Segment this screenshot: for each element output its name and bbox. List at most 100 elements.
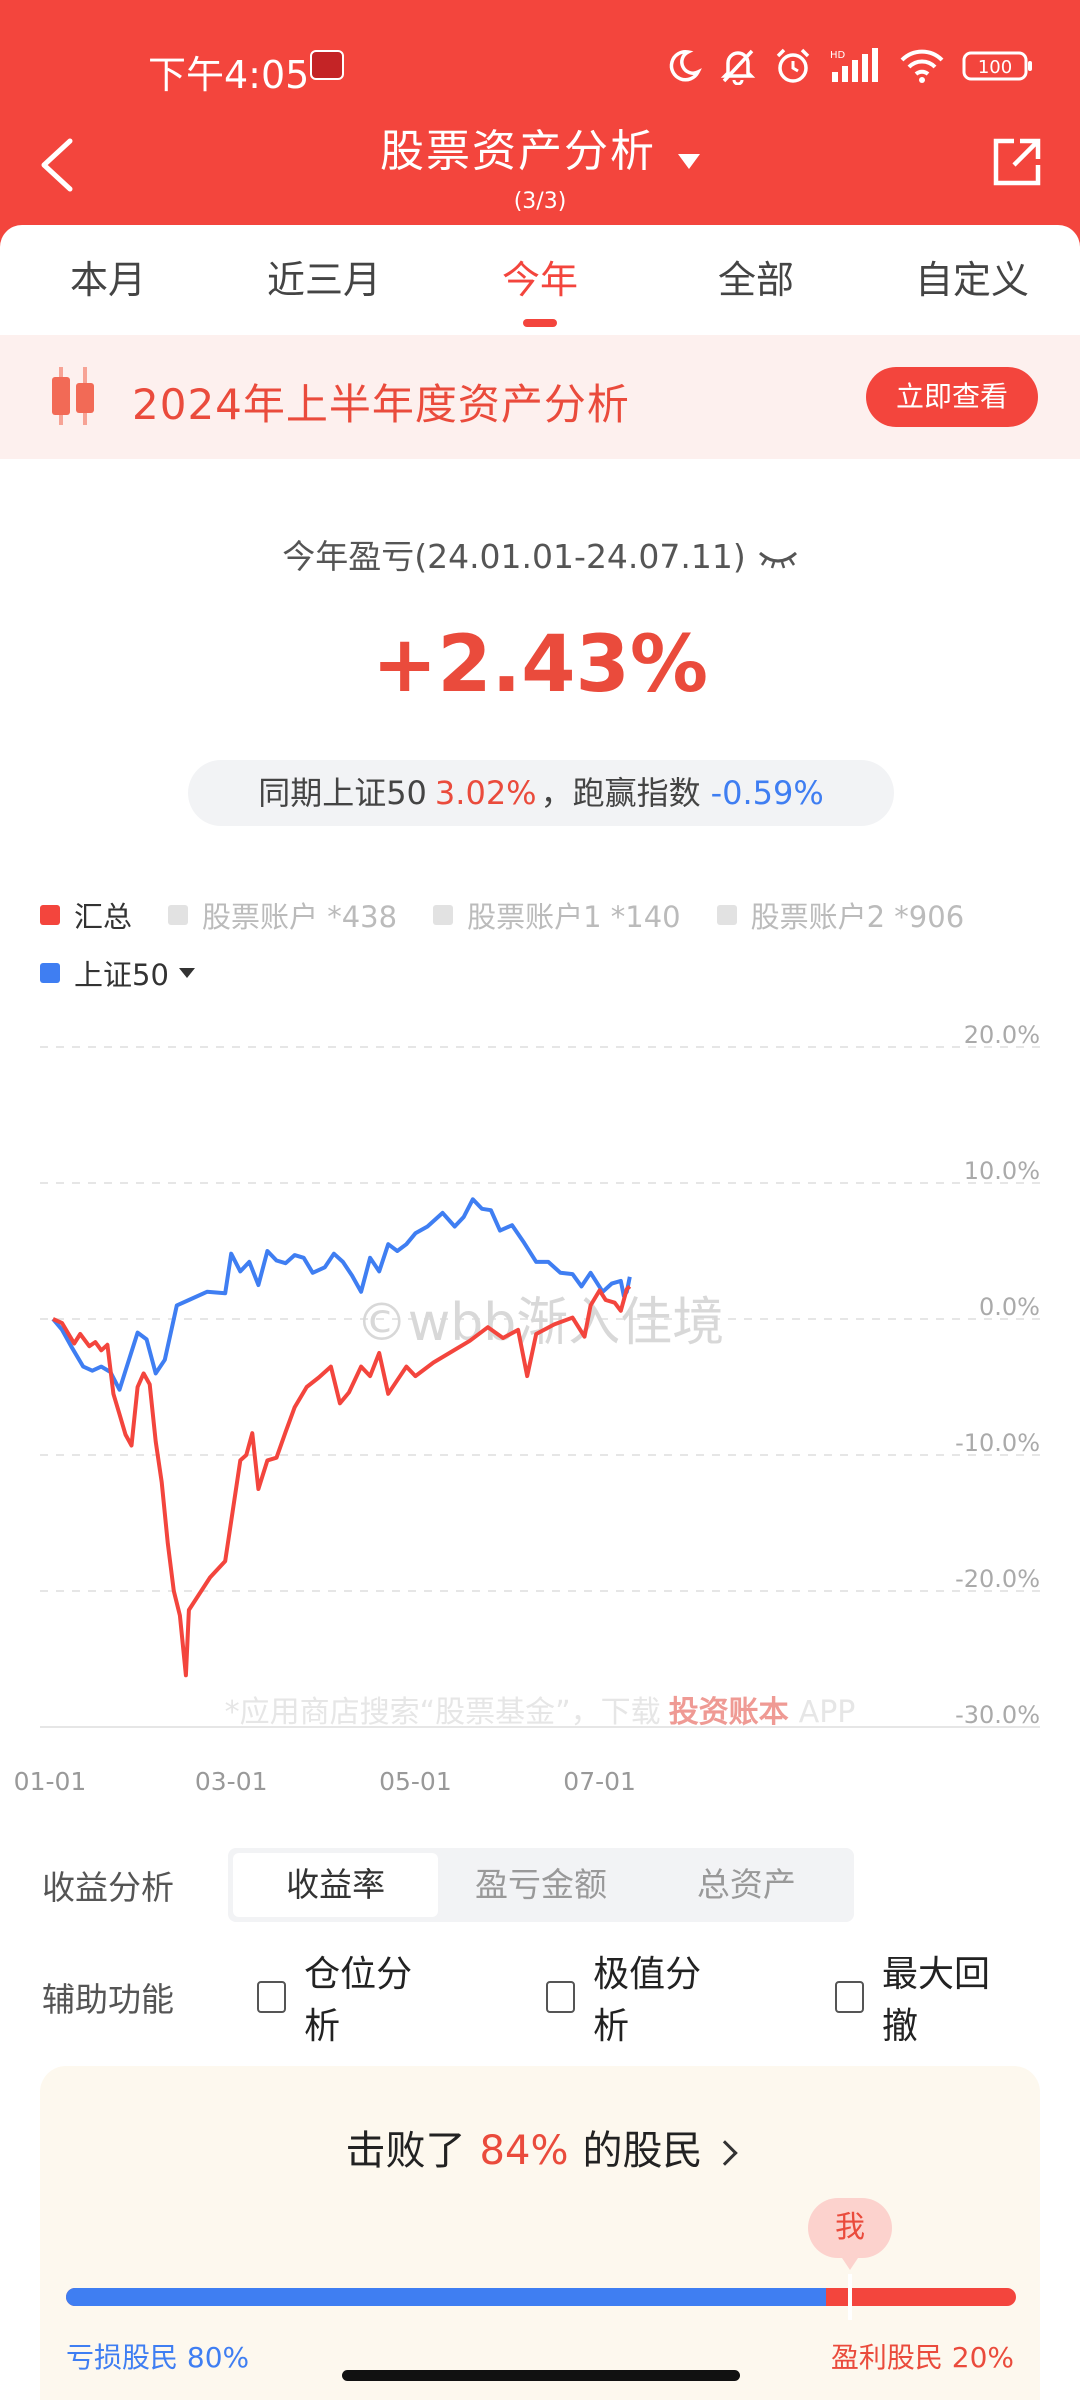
ranking-prefix: 击败了: [345, 2128, 466, 2174]
candlestick-icon: [52, 367, 94, 425]
profit-value: +2.43%: [372, 620, 708, 710]
checkbox-label: 极值分析: [593, 1954, 702, 2047]
legend-total[interactable]: 汇总: [40, 894, 132, 936]
me-position-marker: [848, 2274, 852, 2320]
checkbox-box[interactable]: [257, 1981, 287, 2013]
page-subtitle: (3/3): [513, 189, 567, 214]
max-drawdown-checkbox[interactable]: 最大回撤: [835, 1945, 1010, 2049]
checkbox-box[interactable]: [835, 1981, 864, 2013]
legend-swatch: [716, 905, 737, 925]
moon-icon: [669, 50, 702, 82]
chart-footer-note: *应用商店搜索“股票基金”，下载 投资账本 APP: [225, 1695, 856, 1730]
battery-icon: 100: [962, 51, 1032, 81]
dropdown-triangle-icon: [178, 968, 195, 978]
return-analysis-row: 收益分析 收益率 盈亏金额 总资产: [42, 1848, 854, 1922]
checkbox-label: 最大回撤: [881, 1954, 990, 2047]
title-group[interactable]: 股票资产分析 (3/3): [0, 115, 1080, 214]
tab-all[interactable]: 全部: [717, 258, 794, 302]
chart-legend: 汇总 股票账户 *438 股票账户1 *140 股票账户2 *906 上证50: [40, 893, 1050, 1009]
report-banner[interactable]: 2024年上半年度资产分析 立即查看: [0, 335, 1080, 459]
excess-return: -0.59%: [710, 774, 824, 812]
y-tick-label: 20.0%: [964, 1021, 1040, 1049]
chevron-right-icon: [712, 2140, 739, 2166]
svg-text:HD: HD: [830, 50, 846, 61]
loss-share-fill: [66, 2288, 826, 2306]
ranking-bar: [66, 2288, 1016, 2306]
y-tick-label: -20.0%: [955, 1565, 1040, 1593]
legend-label: 股票账户1 *140: [467, 900, 681, 934]
checkbox-box[interactable]: [546, 1981, 576, 2013]
tab-custom[interactable]: 自定义: [914, 258, 1029, 302]
status-time: 下午4:05: [148, 53, 310, 97]
checkbox-label: 仓位分析: [304, 1954, 413, 2047]
segment-return-rate[interactable]: 收益率: [233, 1853, 439, 1917]
back-arrow-icon[interactable]: [32, 135, 82, 195]
wifi-icon: [900, 49, 944, 83]
banner-text: 2024年上半年度资产分析: [132, 380, 630, 429]
series-line-total: [52, 1284, 632, 1678]
position-analysis-checkbox[interactable]: 仓位分析: [257, 1945, 432, 2049]
eye-closed-icon[interactable]: [758, 547, 798, 571]
compare-mid: ，跑赢指数: [540, 774, 701, 812]
y-tick-label: -30.0%: [955, 1701, 1040, 1729]
alarm-icon: [776, 48, 810, 83]
y-tick-label: 10.0%: [964, 1157, 1040, 1185]
me-marker-bubble: 我: [808, 2198, 892, 2270]
battery-level: 100: [978, 57, 1012, 78]
legend-label: 汇总: [74, 900, 133, 934]
metric-segmented-control: 收益率 盈亏金额 总资产: [228, 1848, 854, 1922]
extreme-analysis-checkbox[interactable]: 极值分析: [546, 1945, 721, 2049]
legend-swatch: [40, 963, 60, 983]
aux-functions-row: 辅助功能 仓位分析 极值分析 最大回撤: [42, 1954, 1080, 2047]
compare-prefix: 同期上证50: [258, 774, 427, 812]
x-tick-label: 07-01: [563, 1767, 636, 1796]
segment-profit-amount[interactable]: 盈亏金额: [474, 1865, 607, 1904]
tab-this-month[interactable]: 本月: [69, 258, 146, 302]
index-return: 3.02%: [434, 774, 537, 812]
aux-functions-label: 辅助功能: [42, 1980, 174, 2019]
tab-three-months[interactable]: 近三月: [266, 258, 381, 302]
legend-label: 上证50: [74, 958, 169, 992]
status-icons: HD 100: [666, 46, 1034, 86]
return-chart[interactable]: 20.0% 10.0% 0.0% -10.0% -20.0% -30.0% ©wbb渐入佳…: [0, 1010, 1080, 1810]
page-title: 股票资产分析: [380, 126, 656, 177]
tab-this-year[interactable]: 今年: [432, 225, 648, 335]
legend-account-906[interactable]: 股票账户2 *906: [716, 894, 965, 936]
ranking-card[interactable]: 击败了 84% 的股民 我 亏损股民 80% 盈利股民 20%: [40, 2066, 1040, 2400]
share-icon[interactable]: [990, 135, 1044, 189]
legend-swatch: [40, 905, 60, 925]
x-tick-label: 03-01: [195, 1767, 268, 1796]
screen-record-icon: [310, 50, 344, 80]
chart-watermark: ©wbb渐入佳境: [356, 1293, 725, 1353]
status-bar: 下午4:05 HD 100: [0, 0, 1080, 130]
ranking-suffix: 的股民: [582, 2128, 703, 2174]
return-analysis-label: 收益分析: [42, 1868, 174, 1907]
legend-label: 股票账户 *438: [202, 900, 398, 934]
app-header: [0, 0, 1080, 260]
period-tabs: 本月 近三月 今年 全部 自定义: [0, 225, 1080, 335]
profit-period-label: 今年盈亏(24.01.01-24.07.11): [0, 530, 1080, 578]
index-comparison: 同期上证50 3.02% ，跑赢指数 -0.59%: [188, 760, 894, 826]
legend-account-140[interactable]: 股票账户1 *140: [433, 894, 681, 936]
ranking-title[interactable]: 击败了 84% 的股民: [40, 2118, 1040, 2176]
bell-off-icon: [720, 49, 756, 85]
legend-swatch: [168, 905, 189, 925]
series-line-index: [51, 1197, 632, 1392]
loss-investors-label: 亏损股民 80%: [66, 2341, 250, 2374]
dropdown-triangle-icon: [678, 154, 700, 169]
x-tick-label: 05-01: [379, 1767, 452, 1796]
home-indicator[interactable]: [342, 2370, 740, 2381]
legend-index-selector[interactable]: 上证50: [40, 952, 195, 994]
y-tick-label: 0.0%: [979, 1293, 1040, 1321]
legend-label: 股票账户2 *906: [750, 900, 965, 934]
ranking-percent: 84%: [479, 2128, 569, 2174]
x-tick-label: 01-01: [14, 1767, 87, 1796]
y-tick-label: -10.0%: [955, 1429, 1040, 1457]
view-now-button[interactable]: 立即查看: [866, 367, 1038, 427]
signal-icon: HD: [830, 48, 878, 82]
legend-swatch: [433, 905, 454, 925]
segment-total-assets[interactable]: 总资产: [696, 1865, 796, 1904]
nav-bar: 股票资产分析 (3/3): [0, 105, 1080, 225]
legend-account-438[interactable]: 股票账户 *438: [168, 894, 397, 936]
content-card: [0, 225, 1080, 2400]
